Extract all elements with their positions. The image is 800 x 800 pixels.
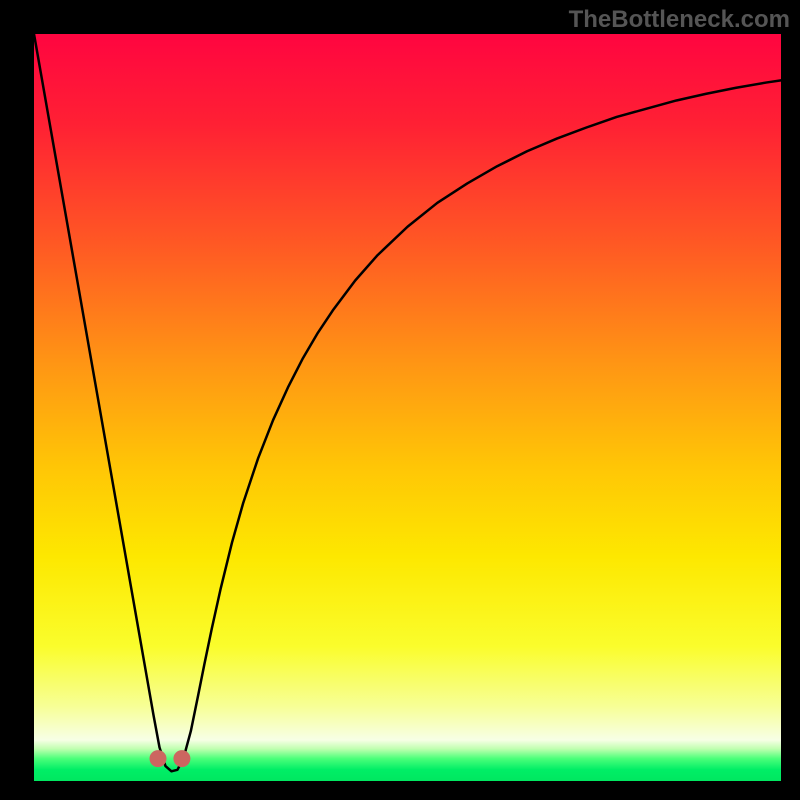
chart-wrapper: TheBottleneck.com — [0, 0, 800, 800]
watermark-label: TheBottleneck.com — [569, 6, 790, 34]
plot-area — [34, 34, 781, 781]
chart-svg — [34, 34, 781, 781]
marker-dot — [174, 751, 190, 767]
marker-dot — [150, 751, 166, 767]
